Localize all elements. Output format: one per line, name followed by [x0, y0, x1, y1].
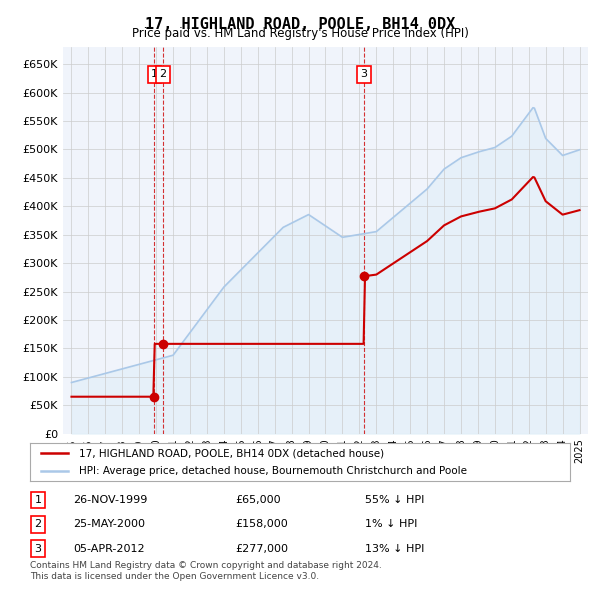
Text: Price paid vs. HM Land Registry's House Price Index (HPI): Price paid vs. HM Land Registry's House …: [131, 27, 469, 40]
Text: £158,000: £158,000: [235, 519, 288, 529]
Text: 1% ↓ HPI: 1% ↓ HPI: [365, 519, 417, 529]
Text: 2: 2: [35, 519, 41, 529]
Text: 17, HIGHLAND ROAD, POOLE, BH14 0DX: 17, HIGHLAND ROAD, POOLE, BH14 0DX: [145, 17, 455, 31]
Text: 26-NOV-1999: 26-NOV-1999: [73, 495, 148, 505]
Text: 13% ↓ HPI: 13% ↓ HPI: [365, 544, 424, 553]
Text: This data is licensed under the Open Government Licence v3.0.: This data is licensed under the Open Gov…: [30, 572, 319, 581]
Text: 25-MAY-2000: 25-MAY-2000: [73, 519, 145, 529]
Text: 1: 1: [151, 69, 158, 79]
Text: £277,000: £277,000: [235, 544, 288, 553]
Text: 55% ↓ HPI: 55% ↓ HPI: [365, 495, 424, 505]
Text: HPI: Average price, detached house, Bournemouth Christchurch and Poole: HPI: Average price, detached house, Bour…: [79, 466, 467, 476]
Text: 1: 1: [35, 495, 41, 505]
Text: 3: 3: [361, 69, 367, 79]
Text: 17, HIGHLAND ROAD, POOLE, BH14 0DX (detached house): 17, HIGHLAND ROAD, POOLE, BH14 0DX (deta…: [79, 448, 384, 458]
Text: 3: 3: [35, 544, 41, 553]
Text: 2: 2: [160, 69, 166, 79]
Text: £65,000: £65,000: [235, 495, 281, 505]
Text: 05-APR-2012: 05-APR-2012: [73, 544, 145, 553]
Text: Contains HM Land Registry data © Crown copyright and database right 2024.: Contains HM Land Registry data © Crown c…: [30, 560, 382, 569]
